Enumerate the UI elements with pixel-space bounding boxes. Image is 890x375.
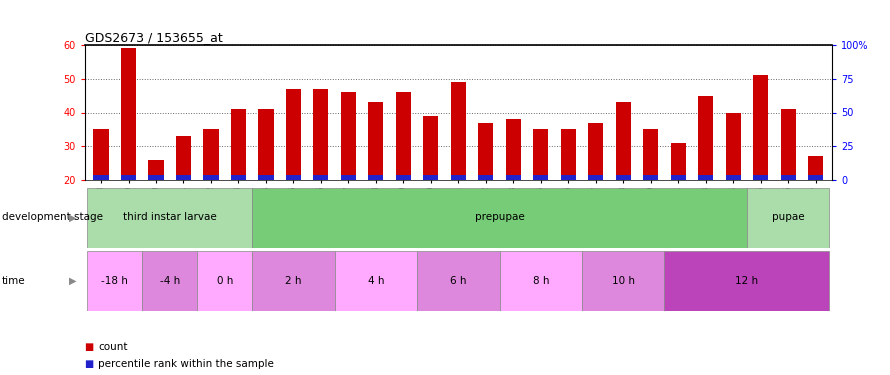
Text: 12 h: 12 h [735,276,758,286]
Text: 6 h: 6 h [450,276,466,286]
Bar [616,102,631,180]
Text: pupae: pupae [772,213,805,222]
Bar [588,123,603,180]
Text: 10 h: 10 h [611,276,635,286]
Text: 8 h: 8 h [532,276,549,286]
Text: -4 h: -4 h [159,276,180,286]
Bar [368,175,384,180]
Bar [753,75,768,180]
Bar [313,175,328,180]
Bar [93,175,109,180]
Bar [341,92,356,180]
Bar [198,251,252,311]
Text: ■: ■ [85,342,93,352]
Bar [258,109,273,180]
Text: -18 h: -18 h [101,276,128,286]
Bar [588,175,603,180]
Bar [781,109,796,180]
Bar [335,251,417,311]
Bar [149,175,164,180]
Bar [204,129,219,180]
Bar [665,251,829,311]
Bar [781,175,796,180]
Text: development stage: development stage [2,213,102,222]
Bar [451,175,465,180]
Bar [747,188,829,248]
Bar [616,175,631,180]
Bar [808,175,823,180]
Text: 2 h: 2 h [285,276,302,286]
Bar [561,175,576,180]
Bar [424,116,439,180]
Bar [204,175,219,180]
Bar [671,143,686,180]
Bar [725,112,740,180]
Text: percentile rank within the sample: percentile rank within the sample [98,359,274,369]
Bar [643,129,659,180]
Bar [533,175,548,180]
Bar [478,175,493,180]
Bar [396,92,411,180]
Bar [725,175,740,180]
Text: ■: ■ [85,359,93,369]
Bar [808,156,823,180]
Bar [142,251,198,311]
Bar [258,175,273,180]
Bar [698,96,713,180]
Text: ▶: ▶ [69,213,76,222]
Bar [424,175,439,180]
Text: ▶: ▶ [69,276,76,286]
Text: 0 h: 0 h [216,276,233,286]
Bar [582,251,665,311]
Bar [286,89,301,180]
Bar [368,102,384,180]
Bar [753,175,768,180]
Bar [87,188,252,248]
Text: 4 h: 4 h [368,276,384,286]
Bar [252,251,335,311]
Bar [341,175,356,180]
Bar [286,175,301,180]
Text: time: time [2,276,26,286]
Bar [93,129,109,180]
Bar [87,251,142,311]
Text: third instar larvae: third instar larvae [123,213,216,222]
Bar [313,89,328,180]
Text: count: count [98,342,127,352]
Bar [417,251,499,311]
Bar [533,129,548,180]
Bar [149,160,164,180]
Bar [176,136,191,180]
Bar [396,175,411,180]
Bar [121,175,136,180]
Bar [671,175,686,180]
Bar [231,109,246,180]
Bar [499,251,582,311]
Bar [231,175,246,180]
Bar [176,175,191,180]
Bar [561,129,576,180]
Bar [478,123,493,180]
Bar [451,82,465,180]
Bar [643,175,659,180]
Bar [252,188,747,248]
Bar [506,175,521,180]
Bar [506,119,521,180]
Bar [121,48,136,180]
Text: GDS2673 / 153655_at: GDS2673 / 153655_at [85,31,222,44]
Text: prepupae: prepupae [474,213,524,222]
Bar [698,175,713,180]
